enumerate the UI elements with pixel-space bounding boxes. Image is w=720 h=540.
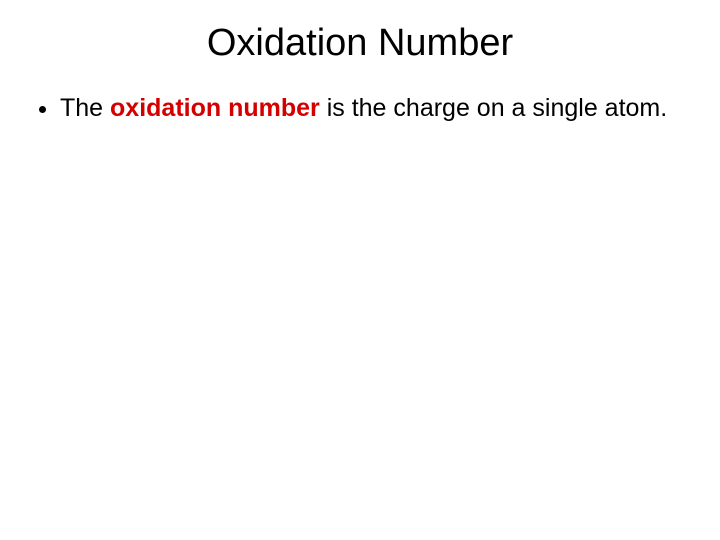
bullet-item: The oxidation number is the charge on a …	[60, 93, 688, 124]
bullet-text-prefix: The	[60, 94, 110, 122]
bullet-term: oxidation number	[110, 94, 320, 122]
bullet-text-suffix: is the charge on a single atom.	[320, 94, 667, 122]
slide: Oxidation Number The oxidation number is…	[0, 0, 720, 540]
slide-body: The oxidation number is the charge on a …	[0, 65, 720, 124]
bullet-list: The oxidation number is the charge on a …	[32, 93, 688, 124]
slide-title: Oxidation Number	[0, 0, 720, 65]
